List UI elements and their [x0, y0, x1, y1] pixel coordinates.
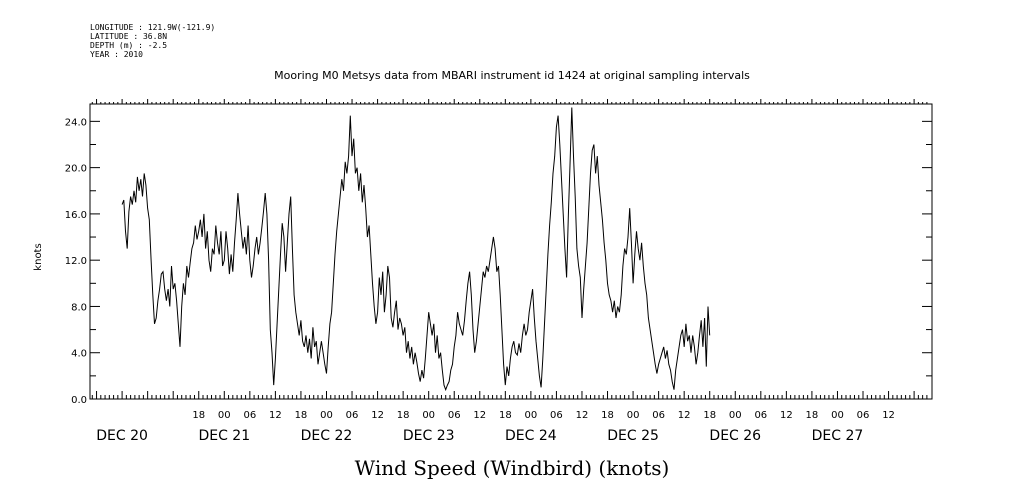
day-tick-label: DEC 26 — [709, 428, 761, 444]
y-tick-label: 12.0 — [65, 256, 87, 267]
day-tick-label: DEC 20 — [96, 428, 148, 444]
year-label: YEAR : 2010 — [90, 50, 143, 59]
hour-tick-label: 06 — [550, 410, 563, 421]
hour-tick-label: 18 — [192, 410, 205, 421]
day-tick-label: DEC 23 — [403, 428, 455, 444]
hour-tick-label: 18 — [703, 410, 716, 421]
hour-tick-label: 00 — [320, 410, 333, 421]
hour-tick-label: 06 — [754, 410, 767, 421]
hour-tick-label: 18 — [295, 410, 308, 421]
hour-tick-label: 18 — [397, 410, 410, 421]
day-tick-label: DEC 27 — [812, 428, 864, 444]
x-tick-labels: 18 00 06 12 18 00 06 12 18 00 06 12 18 00 06 12 18 00 06 12… — [96, 410, 895, 444]
hour-tick-label: 00 — [422, 410, 435, 421]
x-axis-label: Wind Speed (Windbird) (knots) — [355, 456, 670, 480]
hour-tick-label: 12 — [269, 410, 282, 421]
hour-tick-label: 18 — [499, 410, 512, 421]
hour-tick-label: 06 — [652, 410, 665, 421]
hour-tick-label: 18 — [806, 410, 819, 421]
hour-tick-label: 06 — [243, 410, 256, 421]
hour-tick-label: 12 — [882, 410, 895, 421]
hour-tick-label: 00 — [729, 410, 742, 421]
hour-tick-label: 00 — [831, 410, 844, 421]
hour-tick-label: 12 — [780, 410, 793, 421]
plot-frame — [89, 103, 933, 400]
y-tick-label: 16.0 — [65, 210, 87, 221]
y-tick-labels: 0.0 4.0 8.0 12.0 16.0 20.0 24.0 — [65, 117, 87, 406]
hour-tick-label: 12 — [371, 410, 384, 421]
longitude-label: LONGITUDE : 121.9W(-121.9) — [90, 23, 215, 32]
y-tick-label: 20.0 — [65, 164, 87, 175]
day-tick-label: DEC 22 — [301, 428, 353, 444]
y-tick-label: 24.0 — [65, 117, 87, 128]
hour-tick-label: 06 — [346, 410, 359, 421]
hour-tick-label: 00 — [627, 410, 640, 421]
y-tick-label: 8.0 — [71, 302, 87, 313]
hour-tick-label: 00 — [218, 410, 231, 421]
y-tick-label: 4.0 — [71, 349, 87, 360]
hour-tick-label: 12 — [473, 410, 486, 421]
hour-tick-label: 12 — [678, 410, 691, 421]
hour-tick-label: 00 — [525, 410, 538, 421]
chart-title: Mooring M0 Metsys data from MBARI instru… — [274, 69, 750, 82]
hour-tick-label: 06 — [857, 410, 870, 421]
y-axis-label: knots — [33, 243, 44, 270]
hour-tick-label: 18 — [601, 410, 614, 421]
day-tick-label: DEC 21 — [198, 428, 250, 444]
hour-tick-label: 06 — [448, 410, 461, 421]
day-tick-label: DEC 24 — [505, 428, 557, 444]
latitude-label: LATITUDE : 36.8N — [90, 32, 167, 41]
axis-ticks — [90, 99, 932, 400]
hour-tick-label: 12 — [576, 410, 589, 421]
day-tick-label: DEC 25 — [607, 428, 659, 444]
depth-label: DEPTH (m) : -2.5 — [90, 41, 167, 50]
wind-speed-series-line — [121, 107, 711, 392]
station-metadata: LONGITUDE : 121.9W(-121.9) LATITUDE : 36… — [90, 23, 215, 59]
y-tick-label: 0.0 — [71, 395, 87, 406]
